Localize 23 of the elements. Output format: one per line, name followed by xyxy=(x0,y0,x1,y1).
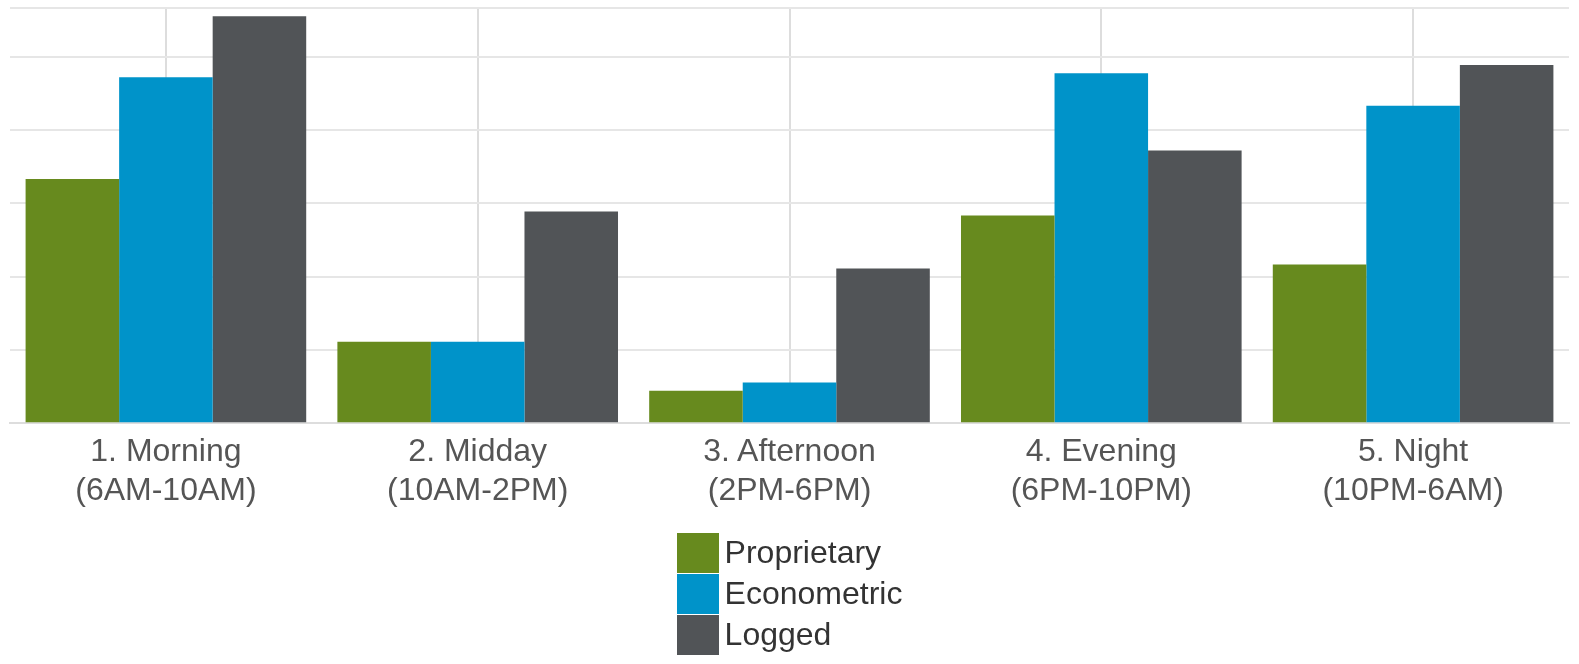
bar xyxy=(960,215,1055,423)
x-tick-label: 1. Morning (6AM-10AM) xyxy=(75,432,257,507)
bar xyxy=(25,178,120,423)
bar xyxy=(742,382,837,423)
bar xyxy=(212,16,307,423)
bar xyxy=(1148,150,1242,423)
bar xyxy=(430,341,525,423)
bar xyxy=(1054,73,1149,423)
x-tick-label: 5. Night (10PM-6AM) xyxy=(1322,432,1504,507)
bar xyxy=(1366,105,1460,423)
bar xyxy=(1459,64,1554,423)
x-tick-label: 3. Afternoon (2PM-6PM) xyxy=(703,432,876,507)
bar xyxy=(337,341,431,423)
bar xyxy=(836,268,930,423)
bar xyxy=(524,211,619,423)
legend-label: Logged xyxy=(724,616,832,653)
legend-label: Econometric xyxy=(724,575,903,612)
bar xyxy=(1272,264,1367,423)
x-tick-label: 2. Midday (10AM-2PM) xyxy=(387,432,569,507)
x-tick-label: 4. Evening (6PM-10PM) xyxy=(1010,432,1192,507)
bar xyxy=(119,77,213,423)
bar xyxy=(649,390,743,423)
legend-label: Proprietary xyxy=(724,534,882,571)
